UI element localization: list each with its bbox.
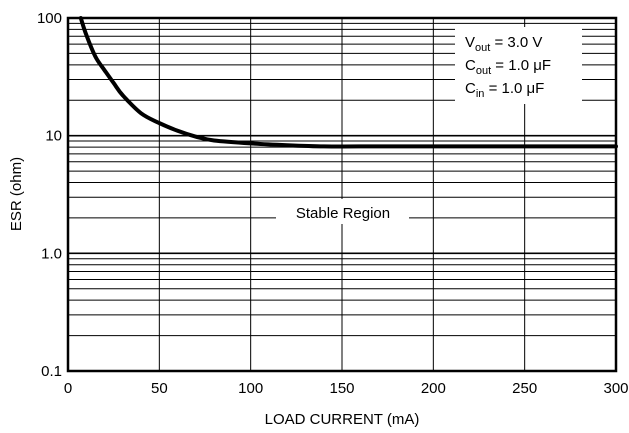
stable-region-label: Stable Region xyxy=(296,205,390,222)
stable-region-annotation: Stable Region xyxy=(276,199,409,224)
y-axis-label: ESR (ohm) xyxy=(8,157,25,231)
x-tick-label: 0 xyxy=(64,380,72,397)
y-tick-label: 100 xyxy=(37,10,62,27)
y-tick-label: 10 xyxy=(45,128,62,145)
x-tick-label: 100 xyxy=(238,380,263,397)
x-tick-labels: 0 50 100 150 200 250 300 xyxy=(64,380,629,397)
x-axis-label: LOAD CURRENT (mA) xyxy=(265,411,420,428)
x-tick-label: 200 xyxy=(421,380,446,397)
y-tick-labels: 0.1 1.0 10 100 xyxy=(37,10,62,380)
y-tick-label: 1.0 xyxy=(41,245,62,262)
x-tick-label: 150 xyxy=(329,380,354,397)
y-tick-label: 0.1 xyxy=(41,363,62,380)
conditions-box: Vout = 3.0 V Cout = 1.0 μF Cin = 1.0 μF xyxy=(455,27,582,104)
x-tick-label: 250 xyxy=(512,380,537,397)
x-tick-label: 300 xyxy=(603,380,628,397)
x-tick-label: 50 xyxy=(151,380,168,397)
